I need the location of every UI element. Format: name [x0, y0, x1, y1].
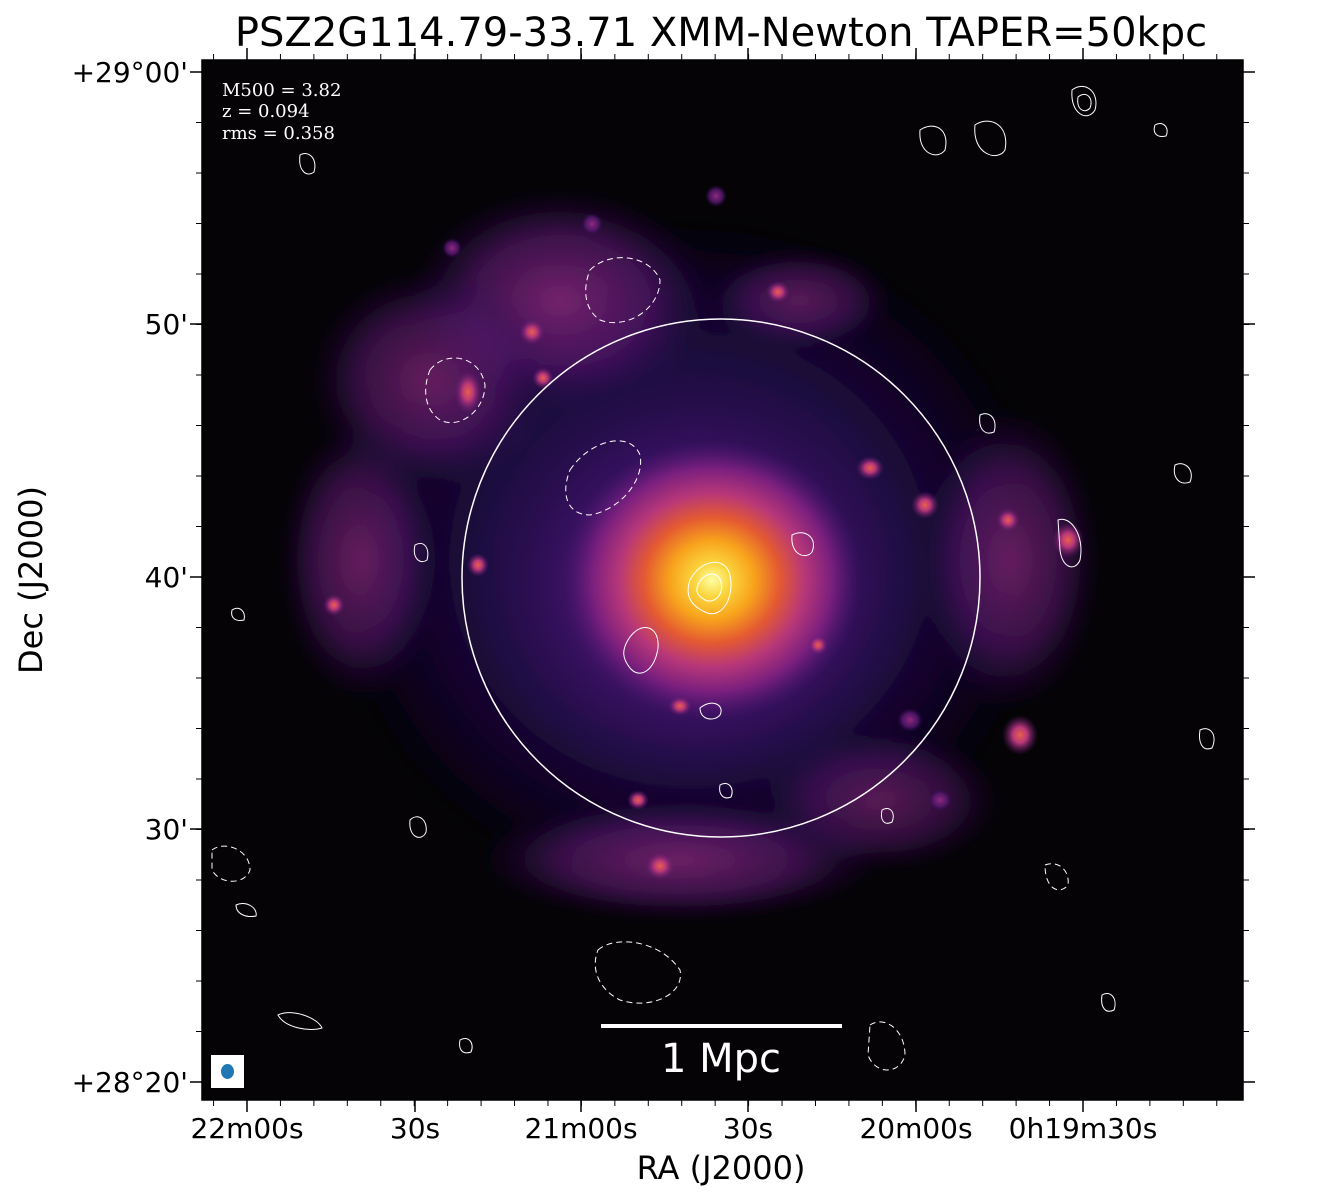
redshift-annotation: z = 0.094	[222, 101, 310, 122]
radio-contours	[231, 85, 1215, 1054]
xray-emission-map	[280, 185, 1100, 920]
bright-knots	[323, 185, 1084, 880]
x-tick-label: 20m00s	[859, 1112, 972, 1145]
x-tick-label: 30s	[723, 1112, 773, 1145]
ticks	[190, 48, 1255, 1112]
beam-ellipse	[221, 1064, 234, 1079]
x-tick-label: 0h19m30s	[1009, 1112, 1158, 1145]
m500-annotation: M500 = 3.82	[222, 80, 341, 101]
y-axis-label: Dec (J2000)	[12, 486, 50, 674]
plot-frame	[201, 59, 1244, 1101]
scale-bar-label: 1 Mpc	[661, 1036, 781, 1082]
rms-annotation: rms = 0.358	[222, 123, 335, 144]
cluster-core	[562, 440, 862, 720]
y-tick-label: 50'	[145, 308, 188, 341]
r500-circle	[461, 318, 981, 838]
y-tick-label: 30'	[145, 813, 188, 846]
chart-title: PSZ2G114.79-33.71 XMM-Newton TAPER=50kpc	[235, 10, 1207, 56]
y-tick-label: 40'	[145, 561, 188, 594]
x-tick-label: 30s	[390, 1112, 440, 1145]
negative-contours	[211, 257, 1069, 1071]
x-tick-labels: 22m00s 30s 21m00s 30s 20m00s 0h19m30s	[190, 1112, 1157, 1145]
x-tick-label: 22m00s	[190, 1112, 303, 1145]
y-tick-label: +29°00'	[72, 56, 188, 89]
y-tick-label: +28°20'	[72, 1066, 188, 1099]
y-tick-labels: +29°00' 50' 40' 30' +28°20'	[72, 56, 188, 1099]
x-axis-label: RA (J2000)	[637, 1149, 806, 1187]
x-tick-label: 21m00s	[524, 1112, 637, 1145]
